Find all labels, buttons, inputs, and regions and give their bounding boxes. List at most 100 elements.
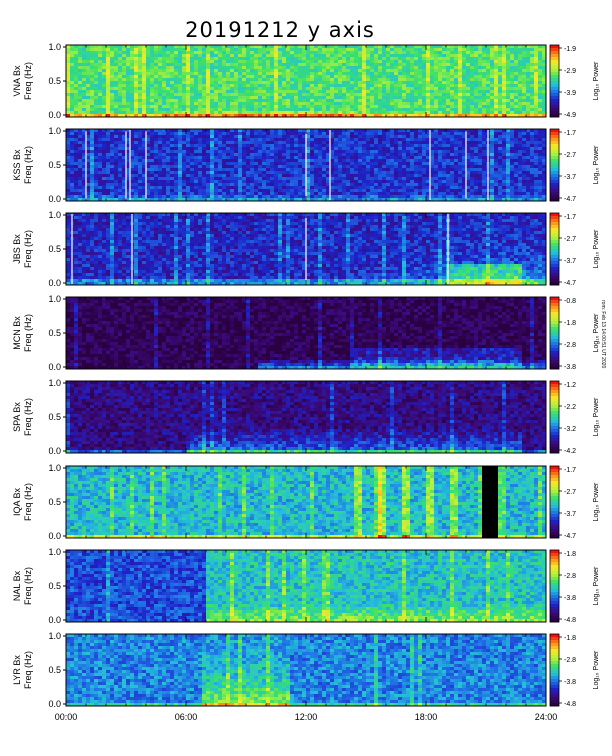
y-tick-label: 0.0 bbox=[48, 278, 61, 288]
colorbar: -1.9 -2.9 -3.9 -4.9 Log₁₀ Power bbox=[549, 44, 600, 119]
x-tick-label: 00:00 bbox=[55, 712, 78, 722]
colorbar-tick-label: -3.8 bbox=[564, 595, 576, 602]
y-tick-label: 1.0 bbox=[48, 210, 61, 220]
colorbar: -1.2 -2.2 -3.2 -4.2 Log₁₀ Power bbox=[549, 380, 600, 455]
y-axis-label-freq: Freq (Hz) bbox=[23, 651, 33, 689]
y-tick-label: 0.5 bbox=[48, 497, 61, 507]
y-axis-label-station: IQA Bx bbox=[12, 487, 22, 516]
colorbar-frame bbox=[549, 380, 560, 454]
colorbar: -1.7 -2.7 -3.7 -4.7 Log₁₀ Power bbox=[549, 465, 600, 540]
y-axis-label-station: JBS Bx bbox=[12, 234, 22, 264]
colorbar-tick-label: -1.8 bbox=[564, 320, 576, 327]
colorbar-frame bbox=[549, 44, 560, 118]
y-tick-label: 0.5 bbox=[48, 244, 61, 254]
colorbar-tick-label: -2.8 bbox=[564, 342, 576, 349]
colorbar-tick-label: -1.7 bbox=[564, 214, 576, 221]
y-axis-label-station: VNA Bx bbox=[12, 65, 22, 97]
colorbar-tick-label: -1.8 bbox=[564, 635, 576, 642]
spectrogram-image bbox=[66, 466, 547, 539]
generation-timestamp: rom: Feb 13 14:00:51 UT 2020 bbox=[600, 300, 606, 368]
y-tick-label: 0.0 bbox=[48, 699, 61, 709]
colorbar-label: Log₁₀ Power bbox=[593, 482, 600, 521]
x-tick-label: 06:00 bbox=[175, 712, 198, 722]
spectrogram-image bbox=[66, 297, 547, 370]
colorbar-frame bbox=[549, 633, 560, 707]
spectrogram-image bbox=[66, 45, 547, 118]
y-tick-label: 0.0 bbox=[48, 194, 61, 204]
colorbar-label: Log₁₀ Power bbox=[593, 397, 600, 436]
colorbar-tick-label: -1.7 bbox=[564, 130, 576, 137]
y-axis-label-freq: Freq (Hz) bbox=[23, 398, 33, 436]
y-tick-label: 0.5 bbox=[48, 76, 61, 86]
data-gap bbox=[482, 466, 498, 538]
y-axis-label-station: NAL Bx bbox=[12, 570, 22, 601]
panel-iqa: 1.0 0.5 0.0 IQA Bx Freq (Hz) -1.7 -2.7 -3.7 -4.7… bbox=[12, 463, 600, 541]
colorbar-tick-label: -2.2 bbox=[564, 404, 576, 411]
y-tick-label: 0.5 bbox=[48, 412, 61, 422]
colorbar-tick-label: -2.8 bbox=[564, 657, 576, 664]
colorbar-label: Log₁₀ Power bbox=[593, 145, 600, 184]
colorbar: -1.7 -2.7 -3.7 -4.7 Log₁₀ Power bbox=[549, 128, 600, 203]
colorbar-frame bbox=[549, 212, 560, 286]
colorbar-tick-label: -3.8 bbox=[564, 364, 576, 371]
y-axis-label-freq: Freq (Hz) bbox=[23, 230, 33, 268]
y-axis-label-station: SPA Bx bbox=[12, 402, 22, 432]
colorbar-label: Log₁₀ Power bbox=[593, 61, 600, 100]
y-tick-label: 1.0 bbox=[48, 42, 61, 52]
colorbar-frame bbox=[549, 549, 560, 623]
colorbar-tick-label: -3.7 bbox=[564, 258, 576, 265]
y-tick-label: 0.5 bbox=[48, 160, 61, 170]
colorbar-tick-label: -3.9 bbox=[564, 90, 576, 97]
spectrogram-image bbox=[66, 381, 547, 454]
y-tick-label: 1.0 bbox=[48, 463, 61, 473]
chart-title: 20191212 y axis bbox=[0, 18, 560, 42]
panel-mcn: 1.0 0.5 0.0 MCN Bx Freq (Hz) -0.8 -1.8 -2.8 -3.8… bbox=[12, 294, 600, 372]
y-tick-label: 1.0 bbox=[48, 631, 61, 641]
colorbar-tick-label: -4.7 bbox=[564, 280, 576, 287]
colorbar-tick-label: -3.7 bbox=[564, 511, 576, 518]
y-axis-label-station: MCN Bx bbox=[12, 316, 22, 350]
colorbar-tick-label: -3.2 bbox=[564, 426, 576, 433]
x-tick-label: 18:00 bbox=[415, 712, 438, 722]
colorbar-label: Log₁₀ Power bbox=[593, 313, 600, 352]
colorbar-tick-label: -4.8 bbox=[564, 617, 576, 624]
colorbar: -1.8 -2.8 -3.8 -4.8 Log₁₀ Power bbox=[549, 549, 600, 624]
colorbar: -1.7 -2.7 -3.7 -4.7 Log₁₀ Power bbox=[549, 212, 600, 287]
colorbar-tick-label: -2.7 bbox=[564, 152, 576, 159]
colorbar-tick-label: -4.8 bbox=[564, 701, 576, 708]
y-axis-label-station: LYR Bx bbox=[12, 655, 22, 685]
y-axis-label-freq: Freq (Hz) bbox=[23, 567, 33, 605]
y-axis-label-freq: Freq (Hz) bbox=[23, 146, 33, 184]
y-axis-label-station: KSS Bx bbox=[12, 149, 22, 181]
y-tick-label: 0.5 bbox=[48, 328, 61, 338]
y-tick-label: 0.5 bbox=[48, 581, 61, 591]
colorbar-tick-label: -4.9 bbox=[564, 112, 576, 119]
x-tick-label: 24:00 bbox=[535, 712, 558, 722]
colorbar-tick-label: -2.9 bbox=[564, 68, 576, 75]
panel-kss: 1.0 0.5 0.0 KSS Bx Freq (Hz) -1.7 -2.7 -3.7 -4.7… bbox=[12, 126, 600, 204]
y-axis-label-freq: Freq (Hz) bbox=[23, 483, 33, 521]
colorbar-frame bbox=[549, 465, 560, 539]
colorbar-tick-label: -3.8 bbox=[564, 679, 576, 686]
spectrogram-image bbox=[66, 129, 547, 202]
y-axis-label-freq: Freq (Hz) bbox=[23, 62, 33, 100]
panel-jbs: 1.0 0.5 0.0 JBS Bx Freq (Hz) -1.7 -2.7 -3.7 -4.7… bbox=[12, 210, 600, 288]
colorbar-frame bbox=[549, 128, 560, 202]
y-tick-label: 1.0 bbox=[48, 378, 61, 388]
panel-spa: 1.0 0.5 0.0 SPA Bx Freq (Hz) -1.2 -2.2 -3.2 -4.2… bbox=[12, 378, 600, 456]
colorbar-tick-label: -2.8 bbox=[564, 573, 576, 580]
y-tick-label: 0.0 bbox=[48, 110, 61, 120]
colorbar-tick-label: -4.7 bbox=[564, 196, 576, 203]
y-tick-label: 1.0 bbox=[48, 547, 61, 557]
colorbar-label: Log₁₀ Power bbox=[593, 650, 600, 689]
spectrogram-image bbox=[66, 634, 547, 707]
colorbar-tick-label: -1.9 bbox=[564, 46, 576, 53]
y-tick-label: 0.5 bbox=[48, 665, 61, 675]
y-tick-label: 0.0 bbox=[48, 615, 61, 625]
colorbar-tick-label: -1.7 bbox=[564, 467, 576, 474]
colorbar-tick-label: -1.2 bbox=[564, 382, 576, 389]
colorbar-label: Log₁₀ Power bbox=[593, 566, 600, 605]
spectrogram-image bbox=[66, 213, 547, 286]
panel-nal: 1.0 0.5 0.0 NAL Bx Freq (Hz) -1.8 -2.8 -3.8 -4.8… bbox=[12, 547, 600, 625]
